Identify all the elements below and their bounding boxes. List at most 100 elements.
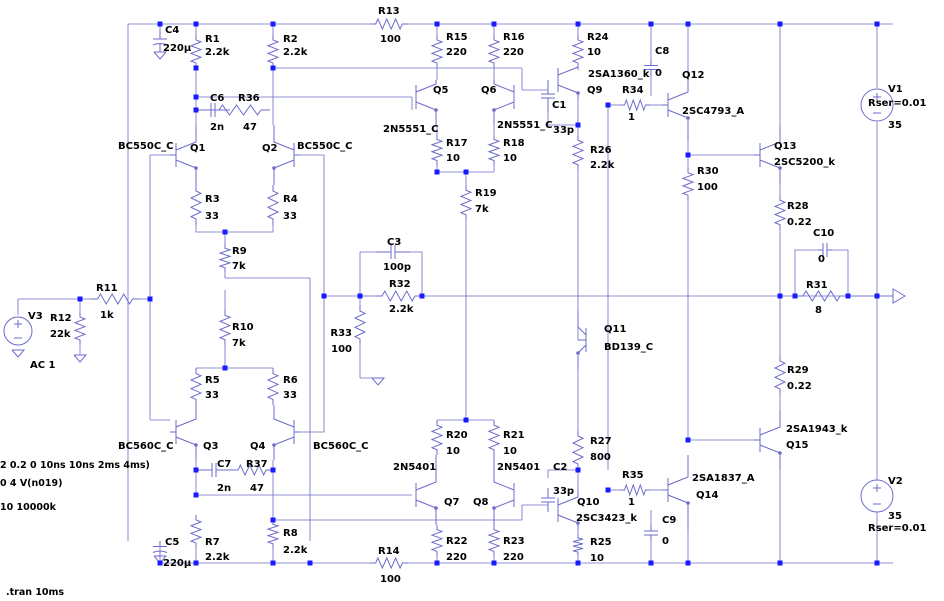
label: Q4 bbox=[250, 441, 266, 452]
label: BC560C_C bbox=[118, 441, 174, 452]
junction-dot bbox=[307, 560, 313, 566]
label: 220 bbox=[503, 47, 524, 58]
label: V3 bbox=[28, 311, 43, 322]
label: Q3 bbox=[203, 441, 219, 452]
label: R29 bbox=[787, 365, 809, 376]
junction-dot bbox=[777, 293, 783, 299]
junction-dot bbox=[222, 229, 228, 235]
resistor-r32 bbox=[375, 289, 422, 303]
label: Q9 bbox=[587, 85, 603, 96]
label: 220µ bbox=[163, 558, 192, 569]
labels: R13100R14100C4220µC5220µR12.2kR22.2kC62n… bbox=[0, 6, 926, 598]
label: 2SC4793_A bbox=[682, 106, 744, 117]
junction-dot bbox=[77, 296, 83, 302]
label: R14 bbox=[378, 546, 400, 557]
label: C3 bbox=[387, 237, 401, 248]
resistor-r8 bbox=[266, 520, 280, 548]
label: R33 bbox=[330, 328, 352, 339]
resistor-r3 bbox=[189, 185, 203, 225]
label: R8 bbox=[283, 528, 298, 539]
label: 33 bbox=[205, 211, 219, 222]
transistor-q9 bbox=[557, 66, 580, 100]
capacitor-c8 bbox=[644, 60, 658, 75]
resistor-r29 bbox=[773, 355, 787, 395]
transistor-q3 bbox=[170, 405, 198, 460]
label: R24 bbox=[587, 32, 609, 43]
label: V1 bbox=[888, 84, 903, 95]
junction-dot bbox=[270, 517, 276, 523]
label: C5 bbox=[165, 537, 179, 548]
capacitor-c9 bbox=[644, 525, 658, 541]
label: R4 bbox=[283, 194, 298, 205]
directive-tran: .tran 10ms bbox=[6, 587, 64, 598]
label: 2N5551_C bbox=[383, 124, 439, 135]
junction-dot bbox=[874, 560, 880, 566]
resistor-r13 bbox=[370, 17, 408, 31]
label: 22k bbox=[50, 329, 71, 340]
label: 2.2k bbox=[590, 160, 615, 171]
voltage-source-v2 bbox=[860, 479, 894, 513]
label: R11 bbox=[96, 283, 118, 294]
label: 100p bbox=[383, 262, 411, 273]
junctions bbox=[77, 21, 880, 566]
capacitor-c2 bbox=[541, 488, 555, 512]
components bbox=[3, 17, 906, 570]
label: C10 bbox=[813, 228, 834, 239]
label: R25 bbox=[590, 537, 612, 548]
label: 220µ bbox=[163, 43, 192, 54]
transistor-q6 bbox=[492, 80, 515, 125]
label: R30 bbox=[697, 166, 719, 177]
label: AC 1 bbox=[30, 360, 56, 371]
label: BC550C_C bbox=[297, 141, 353, 152]
resistor-r36 bbox=[210, 104, 270, 116]
transistor-q15 bbox=[754, 410, 782, 470]
label: 800 bbox=[590, 452, 611, 463]
resistor-r33 bbox=[353, 305, 367, 345]
junction-dot bbox=[685, 21, 691, 27]
capacitor-c3 bbox=[376, 245, 410, 259]
label: R27 bbox=[590, 436, 612, 447]
label: 2n bbox=[210, 122, 224, 133]
label: 33p bbox=[553, 486, 574, 497]
label: R5 bbox=[205, 375, 220, 386]
resistor-r11 bbox=[90, 293, 140, 305]
directive-dc: 10 10000k bbox=[0, 502, 57, 513]
label: R2 bbox=[283, 34, 298, 45]
resistor-r21 bbox=[487, 420, 501, 455]
junction-dot bbox=[491, 560, 497, 566]
transistor-q12 bbox=[662, 70, 690, 140]
resistor-r30 bbox=[681, 168, 695, 200]
junction-dot bbox=[845, 293, 851, 299]
junction-dot bbox=[270, 467, 276, 473]
label: 2.2k bbox=[205, 552, 230, 563]
label: R16 bbox=[503, 32, 525, 43]
label: V2 bbox=[888, 476, 903, 487]
label: R17 bbox=[446, 138, 468, 149]
resistor-r15 bbox=[430, 35, 444, 68]
resistor-r14 bbox=[370, 556, 408, 570]
label: 0.22 bbox=[787, 217, 812, 228]
resistor-r28 bbox=[773, 195, 787, 230]
label: C2 bbox=[553, 462, 567, 473]
junction-dot bbox=[575, 560, 581, 566]
label: 2.2k bbox=[283, 545, 308, 556]
label: 2.2k bbox=[389, 304, 414, 315]
resistor-r16 bbox=[487, 35, 501, 68]
label: C6 bbox=[210, 93, 224, 104]
label: 2N5401 bbox=[497, 462, 540, 473]
junction-dot bbox=[463, 417, 469, 423]
label: Q13 bbox=[774, 141, 796, 152]
junction-dot bbox=[491, 21, 497, 27]
label: 2N5551_C bbox=[497, 120, 553, 131]
label: 35 bbox=[888, 511, 902, 522]
junction-dot bbox=[648, 560, 654, 566]
junction-dot bbox=[193, 65, 199, 71]
junction-dot bbox=[270, 560, 276, 566]
resistor-r12 bbox=[73, 312, 87, 345]
transistor-q4 bbox=[272, 405, 300, 460]
ground-r12 bbox=[73, 354, 88, 363]
label: 2N5401 bbox=[393, 462, 436, 473]
directive-four: 0 4 V(n019) bbox=[0, 478, 62, 489]
label: R6 bbox=[283, 375, 298, 386]
junction-dot bbox=[605, 487, 611, 493]
